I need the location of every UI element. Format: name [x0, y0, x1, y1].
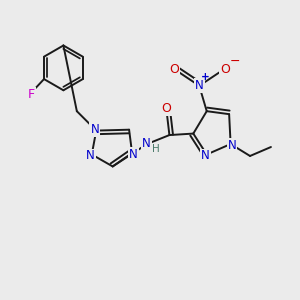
Text: F: F [28, 88, 35, 100]
Text: N: N [129, 148, 138, 161]
Text: N: N [86, 149, 95, 163]
Text: O: O [169, 63, 179, 76]
Text: +: + [201, 72, 210, 82]
Text: O: O [161, 102, 171, 115]
Text: −: − [230, 56, 240, 68]
Text: N: N [90, 123, 99, 136]
Text: N: N [201, 149, 210, 163]
Text: N: N [142, 137, 151, 150]
Text: N: N [228, 139, 236, 152]
Text: O: O [220, 63, 230, 76]
Text: H: H [152, 144, 159, 154]
Text: N: N [195, 79, 204, 92]
